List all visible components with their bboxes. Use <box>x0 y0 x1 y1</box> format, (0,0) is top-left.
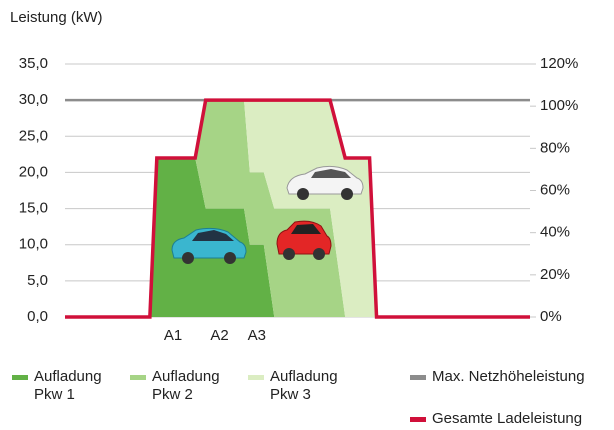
x-tick-label: A2 <box>210 327 228 344</box>
legend-item: Aufladung Pkw 2 <box>130 368 234 404</box>
x-tick-label: A3 <box>248 327 266 344</box>
y2-tick-label: 100% <box>540 97 578 114</box>
y2-tick-label: 80% <box>540 139 570 156</box>
y-tick-label: 0,0 <box>27 308 48 325</box>
legend-label: Gesamte Ladeleistung <box>432 410 583 427</box>
legend-swatch <box>130 375 146 380</box>
area <box>65 100 530 318</box>
area <box>65 157 530 317</box>
legend-label: Max. Netzhöheleistung <box>432 368 585 385</box>
y-tick-label: 5,0 <box>27 272 48 289</box>
legend-swatch <box>248 375 264 380</box>
legend-swatch <box>12 375 28 380</box>
y-tick-label: 25,0 <box>19 127 48 144</box>
y2-tick-label: 60% <box>540 181 570 198</box>
y-tick-label: 10,0 <box>19 236 48 253</box>
chart-title: Leistung (kW) <box>10 9 103 26</box>
y2-tick-label: 20% <box>540 266 570 283</box>
legend-item: Max. Netzhöheleistung <box>410 368 585 386</box>
legend-item: Aufladung Pkw 1 <box>12 368 116 404</box>
x-tick-label: A1 <box>164 327 182 344</box>
y-tick-label: 35,0 <box>19 55 48 72</box>
legend-item: Aufladung Pkw 3 <box>248 368 352 404</box>
y-tick-label: 15,0 <box>19 200 48 217</box>
legend-label: Aufladung Pkw 1 <box>34 368 102 403</box>
legend-item: Gesamte Ladeleistung <box>410 410 582 428</box>
y-tick-label: 20,0 <box>19 163 48 180</box>
red-car <box>276 220 332 260</box>
legend-swatch <box>410 417 426 422</box>
blue-car <box>171 227 247 264</box>
line <box>65 98 530 319</box>
car-illustrations <box>171 165 364 264</box>
area <box>65 100 530 318</box>
y-tick-label: 30,0 <box>19 91 48 108</box>
legend-swatch <box>410 375 426 380</box>
white-car <box>286 165 364 200</box>
y2-tick-label: 0% <box>540 308 562 325</box>
y2-tick-label: 40% <box>540 224 570 241</box>
legend-label: Aufladung Pkw 2 <box>152 368 220 403</box>
chart: Leistung (kW) 0,0 5,0 10,0 15,0 20,0 25,0 30,0… <box>10 9 578 344</box>
y2-tick-label: 120% <box>540 55 578 72</box>
legend-label: Aufladung Pkw 3 <box>270 368 338 403</box>
